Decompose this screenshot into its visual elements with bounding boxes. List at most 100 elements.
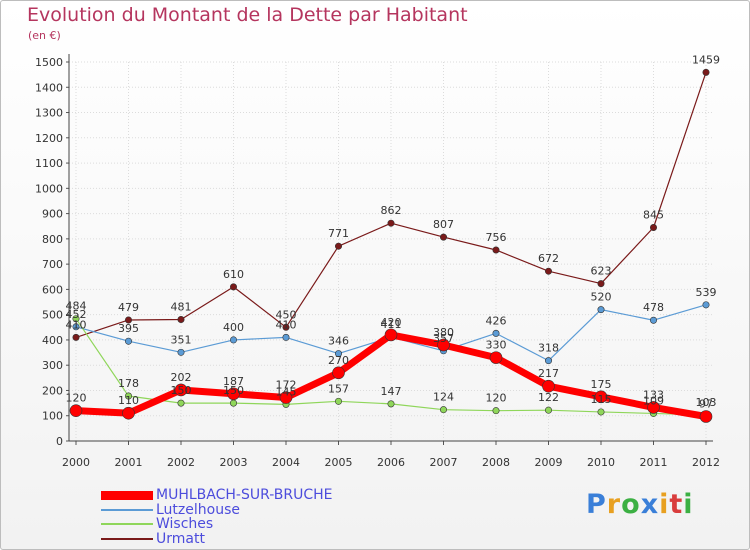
data-point-muhlbach-sur-bruche <box>542 379 555 393</box>
data-point-lutzelhouse <box>649 316 657 324</box>
data-point-lutzelhouse <box>492 329 500 337</box>
y-tick-label: 200 <box>42 384 63 397</box>
data-label-muhlbach-sur-bruche: 217 <box>538 367 559 380</box>
data-point-wisches <box>387 400 395 408</box>
data-label-lutzelhouse: 478 <box>643 301 664 314</box>
proxiti-logo: Proxiti <box>586 489 694 520</box>
logo-letter: i <box>659 489 670 520</box>
data-point-wisches <box>177 399 185 407</box>
data-point-muhlbach-sur-bruche <box>69 404 83 417</box>
legend-label-wisches: Wisches <box>156 516 214 532</box>
data-label-lutzelhouse: 452 <box>66 308 87 321</box>
data-point-urmatt <box>125 316 133 324</box>
y-tick-label: 500 <box>42 309 63 322</box>
data-label-lutzelhouse: 410 <box>276 318 297 331</box>
data-point-lutzelhouse <box>702 301 710 309</box>
legend-swatch-urmatt <box>101 537 153 540</box>
x-tick-label: 2001 <box>115 456 143 469</box>
data-point-muhlbach-sur-bruche <box>122 406 135 420</box>
data-label-muhlbach-sur-bruche: 380 <box>433 326 454 339</box>
data-label-muhlbach-sur-bruche: 270 <box>328 354 349 367</box>
data-point-muhlbach-sur-bruche <box>384 328 398 342</box>
y-tick-label: 400 <box>42 334 63 347</box>
logo-letter: P <box>586 489 607 520</box>
data-point-urmatt <box>72 333 80 341</box>
y-tick-label: 1000 <box>35 182 63 195</box>
x-tick-label: 2007 <box>430 456 458 469</box>
data-point-urmatt <box>702 68 710 76</box>
data-label-urmatt: 610 <box>223 268 244 281</box>
data-label-urmatt: 450 <box>276 308 297 321</box>
data-point-lutzelhouse <box>334 350 342 358</box>
data-label-muhlbach-sur-bruche: 420 <box>381 316 402 329</box>
y-tick-label: 0 <box>56 435 63 448</box>
legend-item-urmatt: Urmatt <box>101 532 205 546</box>
data-label-lutzelhouse: 346 <box>328 335 349 348</box>
data-label-wisches: 109 <box>643 394 664 407</box>
data-label-wisches: 157 <box>328 382 349 395</box>
data-point-urmatt <box>282 323 290 331</box>
data-point-wisches <box>597 408 605 416</box>
y-tick-label: 100 <box>42 410 63 423</box>
data-label-muhlbach-sur-bruche: 330 <box>486 339 507 352</box>
data-label-wisches: 103 <box>696 396 717 409</box>
y-tick-label: 1400 <box>35 81 63 94</box>
data-label-lutzelhouse: 520 <box>591 291 612 304</box>
data-point-urmatt <box>597 280 605 288</box>
logo-letter: t <box>669 489 684 520</box>
x-tick-label: 2002 <box>167 456 195 469</box>
data-label-muhlbach-sur-bruche: 97 <box>699 397 713 410</box>
data-label-lutzelhouse: 351 <box>171 333 192 346</box>
data-point-lutzelhouse <box>125 337 133 345</box>
data-label-muhlbach-sur-bruche: 172 <box>276 379 297 392</box>
y-tick-label: 300 <box>42 359 63 372</box>
logo-letter: i <box>683 489 694 520</box>
x-tick-label: 2010 <box>587 456 615 469</box>
data-point-urmatt <box>439 233 447 241</box>
data-label-wisches: 124 <box>433 391 454 404</box>
y-tick-label: 1200 <box>35 132 63 145</box>
data-label-urmatt: 862 <box>381 204 402 217</box>
chart-subtitle: (en €) <box>28 29 61 42</box>
x-tick-label: 2003 <box>220 456 248 469</box>
x-tick-label: 2012 <box>692 456 720 469</box>
data-label-wisches: 145 <box>276 385 297 398</box>
data-point-urmatt <box>334 242 342 250</box>
logo-letter: x <box>640 489 660 520</box>
legend-item-muhlbach-sur-bruche: MUHLBACH-SUR-BRUCHE <box>101 488 333 502</box>
logo-letter: o <box>621 489 641 520</box>
data-label-lutzelhouse: 411 <box>381 318 402 331</box>
data-label-urmatt: 1459 <box>692 53 720 66</box>
legend-item-wisches: Wisches <box>101 517 213 531</box>
legend-item-lutzelhouse: Lutzelhouse <box>101 503 240 517</box>
data-point-urmatt <box>387 219 395 227</box>
data-label-wisches: 122 <box>538 391 559 404</box>
data-point-lutzelhouse <box>72 323 80 331</box>
y-tick-label: 600 <box>42 283 63 296</box>
data-point-wisches <box>439 406 447 414</box>
data-point-wisches <box>72 315 80 323</box>
y-tick-label: 900 <box>42 208 63 221</box>
chart-title: Evolution du Montant de la Dette par Hab… <box>27 4 468 26</box>
data-point-muhlbach-sur-bruche <box>279 391 293 404</box>
data-label-urmatt: 672 <box>538 252 559 265</box>
data-point-wisches <box>230 399 238 407</box>
data-label-muhlbach-sur-bruche: 133 <box>643 388 664 401</box>
data-point-wisches <box>544 406 552 414</box>
data-label-urmatt: 756 <box>486 231 507 244</box>
x-tick-label: 2011 <box>640 456 668 469</box>
y-tick-label: 1100 <box>35 157 63 170</box>
data-label-lutzelhouse: 400 <box>223 321 244 334</box>
data-point-urmatt <box>230 283 238 291</box>
y-tick-label: 800 <box>42 233 63 246</box>
data-label-lutzelhouse: 318 <box>538 342 559 355</box>
data-label-wisches: 484 <box>66 300 87 313</box>
data-label-wisches: 150 <box>171 384 192 397</box>
legend-label-lutzelhouse: Lutzelhouse <box>156 501 240 518</box>
data-point-urmatt <box>544 267 552 275</box>
logo-letter: r <box>606 489 622 520</box>
data-point-urmatt <box>649 223 657 231</box>
y-tick-label: 1500 <box>35 56 63 69</box>
data-point-muhlbach-sur-bruche <box>437 338 450 352</box>
